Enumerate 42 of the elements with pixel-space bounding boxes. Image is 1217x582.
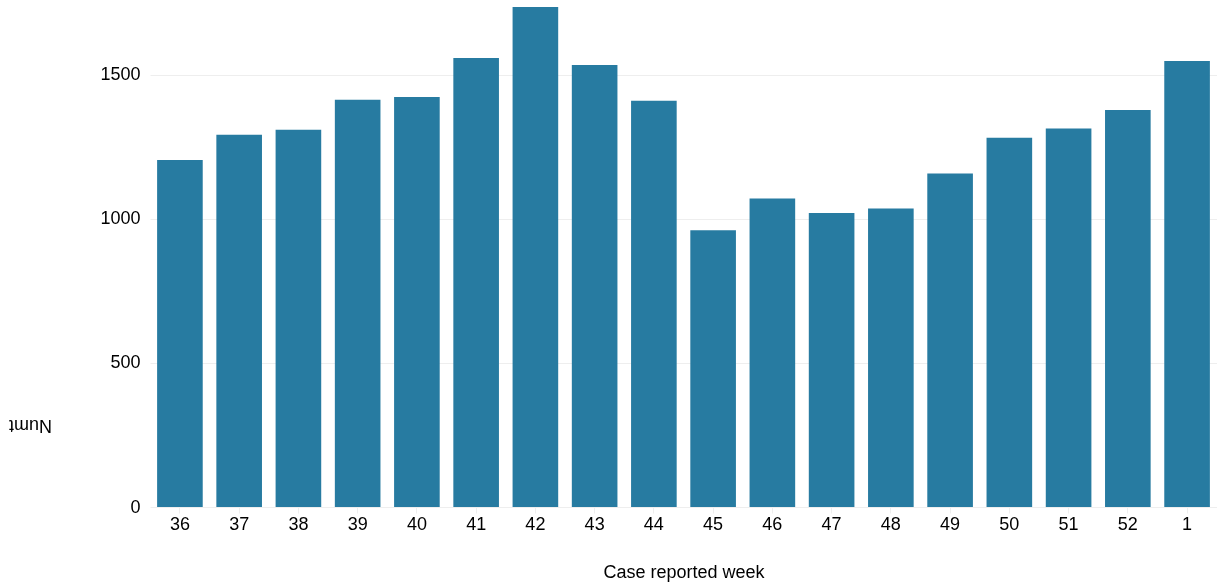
- bar: [868, 208, 914, 507]
- bar: [1045, 128, 1092, 507]
- bar: [334, 99, 381, 507]
- x-tick-label: 47: [821, 513, 842, 534]
- x-tick-label: 50: [999, 513, 1020, 534]
- y-tick-label: 0: [130, 496, 141, 517]
- bar: [157, 159, 203, 507]
- x-tick-label: 45: [703, 513, 724, 534]
- bar: [631, 100, 677, 507]
- x-tick-label: 40: [406, 513, 427, 534]
- bar: [927, 173, 973, 507]
- x-tick-label: 37: [229, 513, 250, 534]
- bar: [394, 97, 440, 507]
- bar: [512, 6, 559, 507]
- x-tick-label: 1: [1182, 513, 1193, 534]
- y-tick-label: 1500: [100, 64, 141, 85]
- x-tick-label: 49: [940, 513, 961, 534]
- x-tick-label: 41: [466, 513, 487, 534]
- y-tick-label: 500: [110, 352, 141, 373]
- bar: [690, 230, 736, 507]
- bar: [275, 129, 322, 507]
- bar: [1164, 61, 1210, 507]
- x-tick-label: 38: [288, 513, 309, 534]
- x-tick-label: 48: [880, 513, 901, 534]
- bar: [986, 137, 1033, 507]
- x-tick-label: 36: [169, 513, 190, 534]
- x-tick-label: 44: [643, 513, 664, 534]
- bar: [453, 57, 499, 507]
- x-tick-label: 46: [762, 513, 783, 534]
- x-tick-label: 39: [347, 513, 368, 534]
- x-tick-label: 42: [525, 513, 546, 534]
- bar: [571, 65, 618, 507]
- x-tick-label: 52: [1117, 513, 1138, 534]
- x-tick-label: 51: [1058, 513, 1079, 534]
- bar: [749, 198, 796, 507]
- x-axis-title: Case reported week: [603, 561, 766, 582]
- bar: [808, 212, 855, 507]
- bar: [216, 134, 262, 507]
- bar: [1105, 110, 1151, 507]
- x-tick-label: 43: [584, 513, 605, 534]
- y-tick-label: 1000: [100, 208, 141, 229]
- y-axis-title: Numt: [8, 415, 52, 436]
